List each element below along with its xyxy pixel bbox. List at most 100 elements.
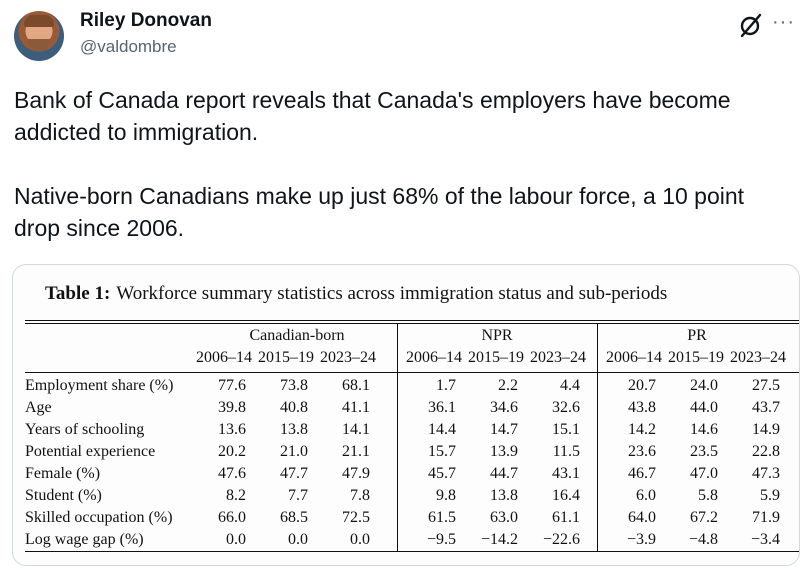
table-cell: 67.2 — [690, 509, 718, 526]
period-header: 2015–19 — [668, 349, 724, 366]
top-rule-1 — [25, 320, 799, 321]
table-cell: 32.6 — [552, 399, 580, 416]
grok-icon[interactable] — [738, 12, 764, 38]
period-header: 2023–24 — [730, 349, 786, 366]
table-cell: 23.5 — [690, 443, 718, 460]
tweet-paragraph-1: Bank of Canada report reveals that Canad… — [14, 87, 731, 145]
period-header: 2023–24 — [530, 349, 586, 366]
table-cell: 13.8 — [490, 487, 518, 504]
table-cell: 73.8 — [280, 377, 308, 394]
tweet-image[interactable]: Table 1: Workforce summary statistics acr… — [12, 264, 800, 566]
table-cell: 4.4 — [560, 377, 580, 394]
table-cell: 47.6 — [218, 465, 246, 482]
avatar-beard — [28, 39, 50, 51]
table-cell: 2.2 — [498, 377, 518, 394]
table-cell: 68.5 — [280, 509, 308, 526]
row-label: Log wage gap (%) — [25, 531, 144, 548]
table-cell: 68.1 — [342, 377, 370, 394]
table-cell: 36.1 — [428, 399, 456, 416]
table-cell: 7.7 — [288, 487, 308, 504]
table-cell: 39.8 — [218, 399, 246, 416]
header-rule — [25, 372, 799, 373]
table-cell: 5.9 — [760, 487, 780, 504]
table-cell: 0.0 — [226, 531, 246, 548]
table-cell: −9.5 — [426, 531, 456, 548]
table-title-text: Workforce summary statistics across immi… — [116, 283, 668, 304]
row-label: Years of schooling — [25, 421, 145, 438]
table-cell: 44.0 — [690, 399, 718, 416]
table-cell: 72.5 — [342, 509, 370, 526]
table-cell: 43.8 — [628, 399, 656, 416]
table-cell: 27.5 — [752, 377, 780, 394]
table-cell: 34.6 — [490, 399, 518, 416]
table-cell: 23.6 — [628, 443, 656, 460]
table-cell: 46.7 — [628, 465, 656, 482]
table-cell: 9.8 — [436, 487, 456, 504]
table-cell: −4.8 — [688, 531, 718, 548]
author-handle[interactable]: @valdombre — [80, 37, 177, 56]
table-cell: 20.2 — [218, 443, 246, 460]
table-cell: 43.1 — [552, 465, 580, 482]
table-cell: 47.3 — [752, 465, 780, 482]
tweet-paragraph-2: Native-born Canadians make up just 68% o… — [14, 183, 745, 241]
table-cell: 22.8 — [752, 443, 780, 460]
table-cell: 61.5 — [428, 509, 456, 526]
table-cell: 20.7 — [628, 377, 656, 394]
table-cell: 14.4 — [428, 421, 456, 438]
tweet-text: Bank of Canada report reveals that Canad… — [14, 84, 790, 244]
table-cell: −14.2 — [480, 531, 518, 548]
table-title: Table 1: Workforce summary statistics acr… — [45, 283, 667, 305]
row-label: Potential experience — [25, 443, 156, 460]
period-header: 2015–19 — [258, 349, 314, 366]
avatar-hair — [24, 15, 54, 27]
author-name[interactable]: Riley Donovan — [80, 10, 212, 31]
table-title-label: Table 1: — [45, 283, 111, 304]
table-cell: 41.1 — [342, 399, 370, 416]
row-label: Student (%) — [25, 487, 102, 504]
table-cell: 44.7 — [490, 465, 518, 482]
row-label: Skilled occupation (%) — [25, 509, 173, 526]
group-divider-2 — [597, 323, 598, 551]
period-header: 2015–19 — [468, 349, 524, 366]
table-cell: 13.8 — [280, 421, 308, 438]
table-cell: 64.0 — [628, 509, 656, 526]
table-cell: 1.7 — [436, 377, 456, 394]
table-cell: 47.7 — [280, 465, 308, 482]
table-cell: 63.0 — [490, 509, 518, 526]
table-cell: 66.0 — [218, 509, 246, 526]
table-cell: 43.7 — [752, 399, 780, 416]
table-cell: −3.4 — [750, 531, 780, 548]
table-cell: 14.7 — [490, 421, 518, 438]
table-cell: 24.0 — [690, 377, 718, 394]
table-cell: 47.0 — [690, 465, 718, 482]
table-cell: 7.8 — [350, 487, 370, 504]
table-cell: 15.1 — [552, 421, 580, 438]
period-header: 2006–14 — [606, 349, 662, 366]
table-cell: 14.6 — [690, 421, 718, 438]
avatar[interactable] — [14, 11, 64, 61]
table-cell: 6.0 — [636, 487, 656, 504]
table-cell: 47.9 — [342, 465, 370, 482]
table-cell: 8.2 — [226, 487, 246, 504]
table-cell: 14.9 — [752, 421, 780, 438]
table-cell: 21.0 — [280, 443, 308, 460]
period-header: 2023–24 — [320, 349, 376, 366]
table-cell: 11.5 — [552, 443, 580, 460]
table-cell: 5.8 — [698, 487, 718, 504]
table-cell: 40.8 — [280, 399, 308, 416]
table-cell: 14.2 — [628, 421, 656, 438]
bottom-rule — [25, 551, 799, 552]
table-cell: 71.9 — [752, 509, 780, 526]
row-label: Employment share (%) — [25, 377, 174, 394]
group-header: Canadian-born — [249, 327, 345, 344]
table-cell: 0.0 — [288, 531, 308, 548]
top-rule-2 — [25, 323, 799, 324]
row-label: Female (%) — [25, 465, 101, 482]
more-icon[interactable]: ··· — [772, 11, 795, 33]
table-cell: 77.6 — [218, 377, 246, 394]
group-divider-1 — [397, 323, 398, 551]
table-cell: 16.4 — [552, 487, 580, 504]
group-header: NPR — [481, 327, 513, 344]
table-cell: 21.1 — [342, 443, 370, 460]
group-header: PR — [687, 327, 707, 344]
